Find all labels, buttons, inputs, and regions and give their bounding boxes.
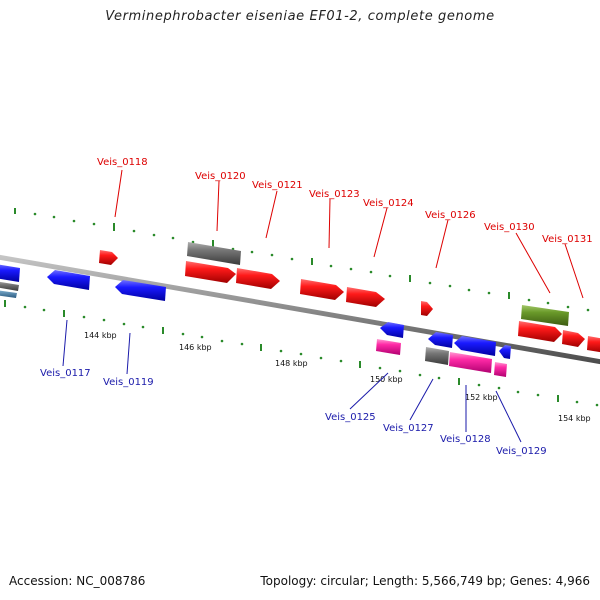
gene-gray-reverse: [425, 347, 449, 365]
reverse-callouts: [62, 319, 522, 443]
scale-label-144: 144 kbp: [84, 331, 117, 340]
scale-label-146: 146 kbp: [179, 343, 212, 352]
gene-veis-0131: [562, 330, 585, 347]
label-veis-0128: Veis_0128: [440, 434, 491, 445]
gene-teal-edge-left: [0, 290, 17, 298]
map-title: Verminephrobacter eiseniae EF01-2, compl…: [105, 9, 495, 24]
gene-veis-0128: [449, 352, 492, 373]
scale-label-150: 150 kbp: [370, 375, 403, 384]
label-veis-0126: Veis_0126: [425, 210, 476, 221]
gene-veis-0121: [236, 268, 280, 289]
forward-scale-track: [14, 208, 590, 312]
label-veis-0117: Veis_0117: [40, 368, 91, 379]
scale-label-148: 148 kbp: [275, 359, 308, 368]
gene-veis-0119: [115, 280, 166, 301]
forward-callouts: [114, 169, 584, 299]
label-veis-0131: Veis_0131: [542, 234, 593, 245]
gene-veis-0124: [346, 287, 385, 307]
gene-veis-0130: [518, 321, 562, 342]
gene-veis-0125: [380, 322, 404, 338]
label-veis-0121: Veis_0121: [252, 180, 303, 191]
gene-veis-0123: [300, 279, 344, 300]
label-veis-0123: Veis_0123: [309, 189, 360, 200]
label-veis-0118: Veis_0118: [97, 157, 148, 168]
accession-text: Accession: NC_008786: [9, 574, 146, 588]
gene-olive-forward: [521, 305, 569, 326]
label-veis-0124: Veis_0124: [363, 198, 414, 209]
gene-blue-edge-left: [0, 264, 20, 282]
scale-label-154: 154 kbp: [558, 414, 591, 423]
gene-veis-0129: [494, 362, 507, 377]
forward-genes: [99, 242, 600, 353]
label-veis-0120: Veis_0120: [195, 171, 246, 182]
gene-veis-0127: [454, 336, 496, 356]
gene-gray-edge-left: [0, 281, 19, 291]
gene-blue-reverse-small: [499, 345, 511, 359]
gene-magenta-reverse-1: [376, 339, 401, 355]
reverse-genes: [0, 264, 511, 377]
label-veis-0127: Veis_0127: [383, 423, 434, 434]
scale-label-152: 152 kbp: [465, 393, 498, 402]
gene-gray-forward-1: [187, 242, 241, 265]
gene-blue-reverse-2: [428, 332, 453, 348]
label-veis-0130: Veis_0130: [484, 222, 535, 233]
label-veis-0129: Veis_0129: [496, 446, 547, 457]
label-veis-0125: Veis_0125: [325, 412, 376, 423]
label-veis-0119: Veis_0119: [103, 377, 154, 388]
gene-red-edge: [587, 336, 600, 353]
gene-veis-0117: [47, 270, 90, 290]
reverse-scale-track: [4, 300, 599, 407]
gene-veis-0118: [99, 250, 118, 265]
genome-summary-text: Topology: circular; Length: 5,566,749 bp…: [260, 574, 590, 588]
gene-veis-0126: [421, 301, 433, 316]
gene-veis-0120: [185, 261, 236, 283]
